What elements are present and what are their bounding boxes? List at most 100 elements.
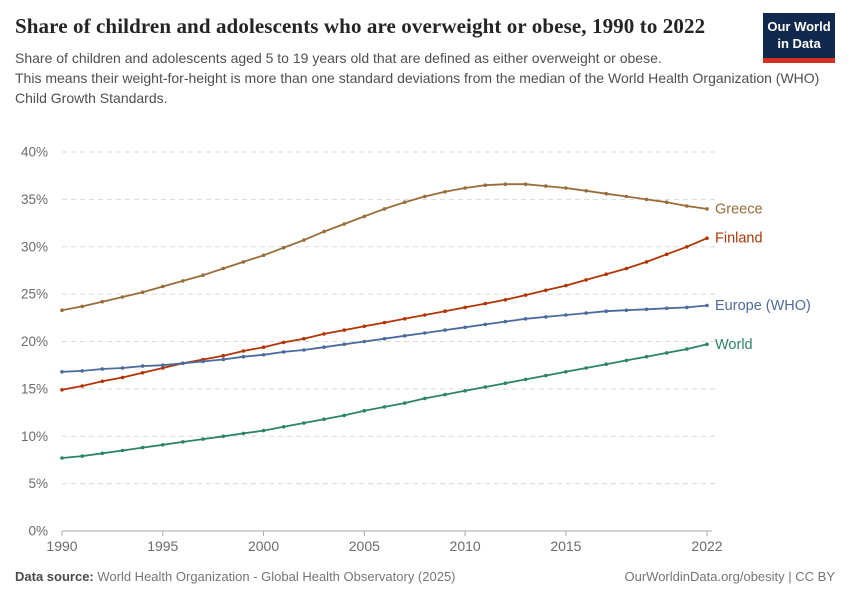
data-point-finland[interactable] — [483, 301, 488, 306]
data-point-greece[interactable] — [544, 184, 548, 188]
data-point-europe-who[interactable] — [382, 336, 387, 341]
owid-logo[interactable]: Our World in Data — [763, 13, 835, 63]
series-line-finland[interactable] — [61, 237, 708, 391]
data-point-europe-who[interactable] — [322, 345, 326, 349]
data-point-greece[interactable] — [402, 200, 407, 204]
data-point-europe-who[interactable] — [261, 353, 266, 357]
data-point-finland[interactable] — [342, 328, 347, 332]
data-point-world[interactable] — [705, 342, 709, 347]
data-point-greece[interactable] — [382, 207, 387, 211]
data-point-world[interactable] — [221, 434, 226, 439]
data-point-greece[interactable] — [523, 182, 528, 186]
data-point-europe-who[interactable] — [523, 317, 528, 321]
data-point-greece[interactable] — [685, 204, 689, 208]
data-point-europe-who[interactable] — [402, 334, 407, 338]
series-label-finland[interactable]: Finland — [715, 231, 763, 247]
data-point-greece[interactable] — [201, 273, 205, 277]
data-point-world[interactable] — [120, 448, 125, 453]
data-point-europe-who[interactable] — [201, 359, 205, 364]
data-point-finland[interactable] — [161, 366, 165, 370]
series-label-europe-who[interactable]: Europe (WHO) — [715, 298, 811, 314]
series-label-greece[interactable]: Greece — [715, 201, 763, 217]
data-point-greece[interactable] — [140, 290, 145, 294]
data-point-greece[interactable] — [564, 186, 568, 190]
data-point-world[interactable] — [201, 437, 205, 441]
data-point-world[interactable] — [362, 408, 367, 413]
line-chart-svg[interactable]: 0% 5% 10% 15% 20% 25% 30% 35% 40% 1990 1995 2000 200… — [0, 138, 850, 568]
data-point-finland[interactable] — [140, 371, 145, 375]
data-point-world[interactable] — [503, 381, 508, 385]
data-point-greece[interactable] — [302, 238, 306, 242]
data-point-finland[interactable] — [604, 272, 608, 276]
data-point-world[interactable] — [564, 370, 568, 374]
series-line-greece[interactable] — [61, 183, 708, 312]
data-point-finland[interactable] — [584, 278, 588, 282]
data-point-world[interactable] — [443, 392, 447, 397]
data-point-europe-who[interactable] — [161, 363, 165, 367]
data-point-finland[interactable] — [302, 336, 306, 341]
data-point-europe-who[interactable] — [483, 322, 488, 327]
data-point-greece[interactable] — [342, 222, 347, 226]
data-point-greece[interactable] — [281, 245, 286, 250]
data-point-europe-who[interactable] — [60, 370, 64, 374]
data-point-greece[interactable] — [362, 214, 367, 219]
data-point-europe-who[interactable] — [140, 364, 145, 368]
data-point-world[interactable] — [483, 385, 488, 389]
data-point-world[interactable] — [604, 362, 608, 366]
data-point-finland[interactable] — [624, 266, 629, 271]
data-point-finland[interactable] — [503, 298, 508, 302]
data-point-greece[interactable] — [60, 308, 64, 312]
data-point-world[interactable] — [281, 425, 286, 429]
data-point-greece[interactable] — [221, 266, 226, 271]
data-point-finland[interactable] — [261, 345, 266, 349]
data-point-europe-who[interactable] — [120, 366, 125, 370]
data-point-europe-who[interactable] — [181, 361, 185, 366]
data-point-europe-who[interactable] — [221, 357, 226, 362]
data-point-europe-who[interactable] — [463, 325, 467, 330]
data-point-finland[interactable] — [705, 236, 709, 240]
owid-credit-link[interactable]: OurWorldinData.org/obesity | CC BY — [624, 569, 836, 584]
data-point-greece[interactable] — [161, 284, 165, 289]
data-point-greece[interactable] — [120, 295, 125, 299]
data-point-world[interactable] — [624, 358, 629, 363]
data-point-finland[interactable] — [523, 293, 528, 297]
data-point-finland[interactable] — [564, 283, 568, 288]
data-point-europe-who[interactable] — [705, 303, 709, 308]
series-label-world[interactable]: World — [715, 337, 753, 353]
chart-canvas[interactable]: 0% 5% 10% 15% 20% 25% 30% 35% 40% 1990 1995 2000 200… — [0, 138, 850, 568]
data-point-finland[interactable] — [120, 375, 125, 380]
data-point-finland[interactable] — [423, 313, 427, 317]
data-point-finland[interactable] — [443, 309, 447, 313]
data-point-europe-who[interactable] — [624, 308, 629, 312]
data-point-world[interactable] — [644, 354, 649, 359]
data-point-greece[interactable] — [644, 197, 649, 202]
data-point-europe-who[interactable] — [544, 315, 548, 319]
data-point-world[interactable] — [342, 413, 347, 418]
data-point-europe-who[interactable] — [644, 307, 649, 312]
data-point-finland[interactable] — [685, 245, 689, 249]
data-point-world[interactable] — [100, 451, 105, 456]
data-point-finland[interactable] — [100, 379, 105, 384]
data-point-finland[interactable] — [80, 384, 84, 388]
data-point-greece[interactable] — [241, 260, 246, 264]
data-point-europe-who[interactable] — [584, 311, 588, 315]
data-point-greece[interactable] — [322, 229, 326, 234]
data-point-finland[interactable] — [322, 332, 326, 336]
data-point-greece[interactable] — [80, 304, 84, 309]
data-point-finland[interactable] — [664, 252, 669, 257]
data-point-world[interactable] — [60, 456, 64, 460]
data-point-world[interactable] — [463, 389, 467, 393]
data-point-europe-who[interactable] — [664, 306, 669, 311]
series-line-world[interactable] — [61, 343, 708, 459]
data-point-europe-who[interactable] — [100, 367, 105, 371]
data-point-world[interactable] — [181, 440, 185, 444]
data-point-finland[interactable] — [60, 388, 64, 392]
data-point-europe-who[interactable] — [241, 354, 246, 359]
data-point-europe-who[interactable] — [302, 348, 306, 352]
data-point-greece[interactable] — [181, 279, 185, 283]
data-point-finland[interactable] — [644, 260, 649, 264]
data-point-greece[interactable] — [443, 190, 447, 194]
data-point-finland[interactable] — [544, 288, 548, 293]
data-point-world[interactable] — [302, 421, 306, 425]
data-point-europe-who[interactable] — [604, 309, 608, 313]
